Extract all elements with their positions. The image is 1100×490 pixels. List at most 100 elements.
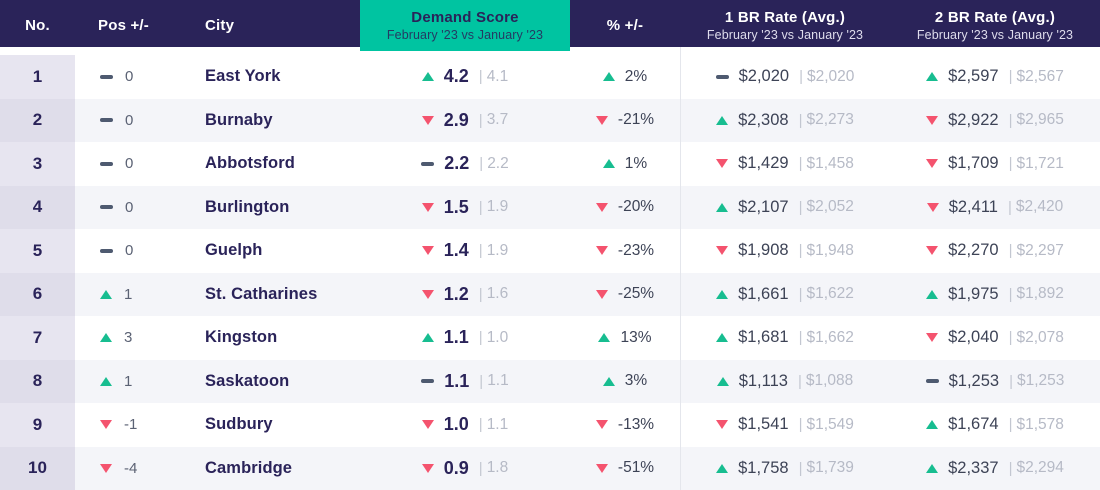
table-row: 5 0 Guelph 1.4 | 1.9 -23% $1,908 | $1,9 <box>0 229 1100 273</box>
percent-change-value: -13% <box>617 415 655 433</box>
two-br-previous-group: | $1,721 <box>1009 155 1064 173</box>
one-br-previous: $1,458 <box>806 154 854 172</box>
one-br-current: $1,908 <box>738 241 789 260</box>
separator-pipe: | <box>798 285 803 303</box>
trend-down-icon <box>926 115 939 125</box>
demand-score-current: 4.2 <box>443 66 469 87</box>
two-br-previous: $2,297 <box>1016 241 1064 259</box>
one-br-rate-cell: $2,107 | $2,052 <box>680 185 890 229</box>
trend-up-icon <box>926 420 939 430</box>
demand-score-previous: 1.1 <box>486 415 509 433</box>
one-br-current: $1,541 <box>738 415 789 434</box>
one-br-rate-subtitle: February '23 vs January '23 <box>706 28 864 42</box>
separator-pipe: | <box>799 68 803 86</box>
col-header-pos: Pos +/- <box>98 17 149 34</box>
rank-value: 6 <box>32 284 43 304</box>
one-br-previous-group: | $1,549 <box>799 416 854 434</box>
two-br-previous: $2,567 <box>1016 67 1064 85</box>
percent-change-value: 3% <box>624 372 648 390</box>
trend-down-icon <box>926 159 939 169</box>
rank-value: 1 <box>32 66 43 86</box>
one-br-current: $2,020 <box>738 67 790 86</box>
two-br-current: $1,975 <box>948 284 999 303</box>
one-br-rate-cell: $1,758 | $1,739 <box>680 446 890 490</box>
percent-change-value: -21% <box>617 111 655 129</box>
separator-pipe: | <box>478 68 483 86</box>
trend-down-icon <box>421 463 434 473</box>
two-br-previous-group: | $1,578 <box>1009 416 1064 434</box>
demand-score-previous: 4.1 <box>486 67 509 85</box>
rank-cell: 5 <box>0 229 75 273</box>
demand-score-current: 2.9 <box>443 109 469 130</box>
city-name: Guelph <box>205 241 263 260</box>
demand-score-previous-group: | 1.6 <box>479 285 508 303</box>
separator-pipe: | <box>1008 155 1013 173</box>
rank-cell: 7 <box>0 316 75 360</box>
trend-flat-icon <box>100 205 113 210</box>
two-br-previous-group: | $2,965 <box>1009 111 1064 129</box>
trend-up-icon <box>421 333 434 343</box>
one-br-rate-cell: $1,429 | $1,458 <box>680 142 890 186</box>
rank-value: 4 <box>32 197 43 217</box>
rank-cell: 10 <box>0 446 75 490</box>
trend-down-icon <box>421 246 434 256</box>
one-br-previous-group: | $2,052 <box>799 198 854 216</box>
separator-pipe: | <box>479 372 484 390</box>
trend-down-icon <box>595 420 608 430</box>
two-br-current: $2,040 <box>948 328 999 347</box>
demand-score-previous-group: | 3.7 <box>479 111 508 129</box>
separator-pipe: | <box>1008 242 1013 260</box>
trend-up-icon <box>598 333 611 343</box>
demand-score-cell: 4.2 | 4.1 <box>360 55 570 99</box>
table-row: 2 0 Burnaby 2.9 | 3.7 -21% $2,308 | $2, <box>0 98 1100 142</box>
city-name: Burnaby <box>205 110 273 129</box>
demand-score-previous-group: | 2.2 <box>479 155 508 173</box>
one-br-rate-cell: $1,681 | $1,662 <box>680 316 890 360</box>
city-name: Sudbury <box>205 415 273 434</box>
trend-down-icon <box>716 246 729 256</box>
demand-score-previous-group: | 1.1 <box>479 416 508 434</box>
position-change-cell: 1 <box>75 272 203 316</box>
separator-pipe: | <box>1008 68 1013 86</box>
demand-score-previous: 1.1 <box>487 372 509 390</box>
rank-value: 7 <box>32 327 43 347</box>
one-br-rate-cell: $1,908 | $1,948 <box>680 229 890 273</box>
table-row: 7 3 Kingston 1.1 | 1.0 13% $1,681 | $1, <box>0 316 1100 360</box>
one-br-previous: $1,739 <box>806 459 854 477</box>
rank-cell: 2 <box>0 98 75 142</box>
one-br-previous-group: | $1,458 <box>799 155 854 173</box>
rank-value: 3 <box>32 153 43 173</box>
position-change-value: 1 <box>124 372 133 390</box>
two-br-current: $2,922 <box>948 110 999 129</box>
col-header-no: No. <box>25 17 50 34</box>
one-br-previous: $2,273 <box>806 111 854 129</box>
one-br-current: $1,681 <box>738 328 789 347</box>
one-br-rate-cell: $2,308 | $2,273 <box>680 98 890 142</box>
demand-score-cell: 1.1 | 1.1 <box>360 359 570 403</box>
one-br-previous: $1,088 <box>805 372 854 390</box>
trend-up-icon <box>716 376 729 386</box>
demand-score-previous-group: | 1.8 <box>479 459 508 477</box>
demand-score-previous: 2.2 <box>487 154 509 172</box>
percent-change-value: 2% <box>624 67 648 85</box>
rank-value: 9 <box>32 414 43 434</box>
position-change-value: -4 <box>124 459 138 477</box>
city-cell: Cambridge <box>203 446 360 490</box>
percent-change-value: -20% <box>617 198 655 216</box>
two-br-previous-group: | $2,297 <box>1009 242 1064 260</box>
position-change-cell: 0 <box>75 229 203 273</box>
rank-value: 10 <box>28 458 47 478</box>
two-br-previous: $2,078 <box>1016 328 1064 346</box>
city-name: Burlington <box>205 197 290 216</box>
city-name: Saskatoon <box>205 371 290 390</box>
trend-down-icon <box>926 333 939 343</box>
demand-score-title: Demand Score <box>411 9 519 26</box>
separator-pipe: | <box>798 242 803 260</box>
one-br-rate-cell: $1,113 | $1,088 <box>680 359 890 403</box>
rank-cell: 6 <box>0 272 75 316</box>
trend-down-icon <box>595 246 608 256</box>
one-br-previous: $1,662 <box>806 328 854 346</box>
two-br-previous-group: | $2,294 <box>1009 459 1064 477</box>
trend-flat-icon <box>421 379 435 384</box>
